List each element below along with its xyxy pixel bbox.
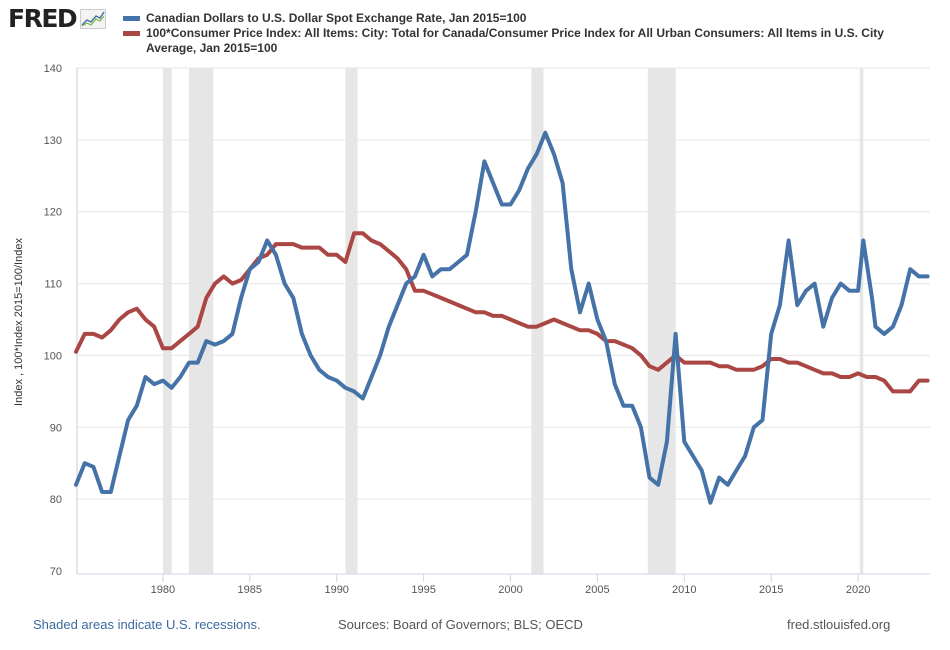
sources-text: Sources: Board of Governors; BLS; OECD	[338, 617, 583, 632]
y-tick-label: 80	[50, 494, 62, 506]
legend-swatch-red	[123, 31, 140, 36]
legend-item-exchange-rate[interactable]: Canadian Dollars to U.S. Dollar Spot Exc…	[123, 11, 923, 26]
chart-legend: Canadian Dollars to U.S. Dollar Spot Exc…	[123, 11, 923, 56]
y-tick-label: 90	[50, 422, 62, 434]
legend-label: 100*Consumer Price Index: All Items: Cit…	[146, 26, 884, 55]
recession-band	[531, 68, 544, 574]
legend-item-cpi-ratio[interactable]: 100*Consumer Price Index: All Items: Cit…	[123, 26, 923, 56]
logo-text: FRED	[8, 4, 78, 33]
axes: 1980 1985 1990 1995 2000 2005 2010 2015 2020	[76, 68, 930, 596]
y-tick-label: 130	[44, 135, 62, 147]
sparkline-chart-icon	[80, 9, 107, 29]
y-tick-label: 140	[44, 63, 62, 75]
y-axis-label: Index , 100*Index 2015=100/Index	[13, 238, 25, 406]
series-line-exchange-rate[interactable]	[74, 130, 930, 505]
legend-swatch-blue	[123, 16, 140, 21]
x-tick-label: 2000	[498, 584, 522, 596]
x-tick-label: 1990	[324, 584, 348, 596]
recession-bands	[162, 68, 864, 574]
x-tick-label: 1995	[411, 584, 435, 596]
x-tick-label: 2005	[585, 584, 609, 596]
site-link[interactable]: fred.stlouisfed.org	[787, 617, 891, 632]
series-line-cpi-ratio[interactable]	[74, 231, 930, 394]
recession-band	[162, 68, 172, 574]
x-tick-label: 1985	[238, 584, 262, 596]
recession-band	[647, 68, 676, 574]
recession-band	[345, 68, 358, 574]
gridlines: 70 80 90 100 110 120 130 140	[44, 63, 930, 578]
y-tick-label: 110	[44, 279, 62, 291]
fred-logo[interactable]: FRED	[8, 4, 107, 33]
series-lines	[74, 130, 930, 505]
legend-label: Canadian Dollars to U.S. Dollar Spot Exc…	[146, 11, 527, 25]
x-tick-label: 1980	[151, 584, 175, 596]
x-tick-label: 2015	[759, 584, 783, 596]
y-tick-label: 70	[50, 566, 62, 578]
x-tick-label: 2010	[672, 584, 696, 596]
recession-note: Shaded areas indicate U.S. recessions.	[33, 617, 261, 632]
y-tick-label: 120	[44, 207, 62, 219]
x-tick-label: 2020	[846, 584, 870, 596]
y-tick-label: 100	[44, 350, 62, 362]
recession-band	[859, 68, 864, 574]
